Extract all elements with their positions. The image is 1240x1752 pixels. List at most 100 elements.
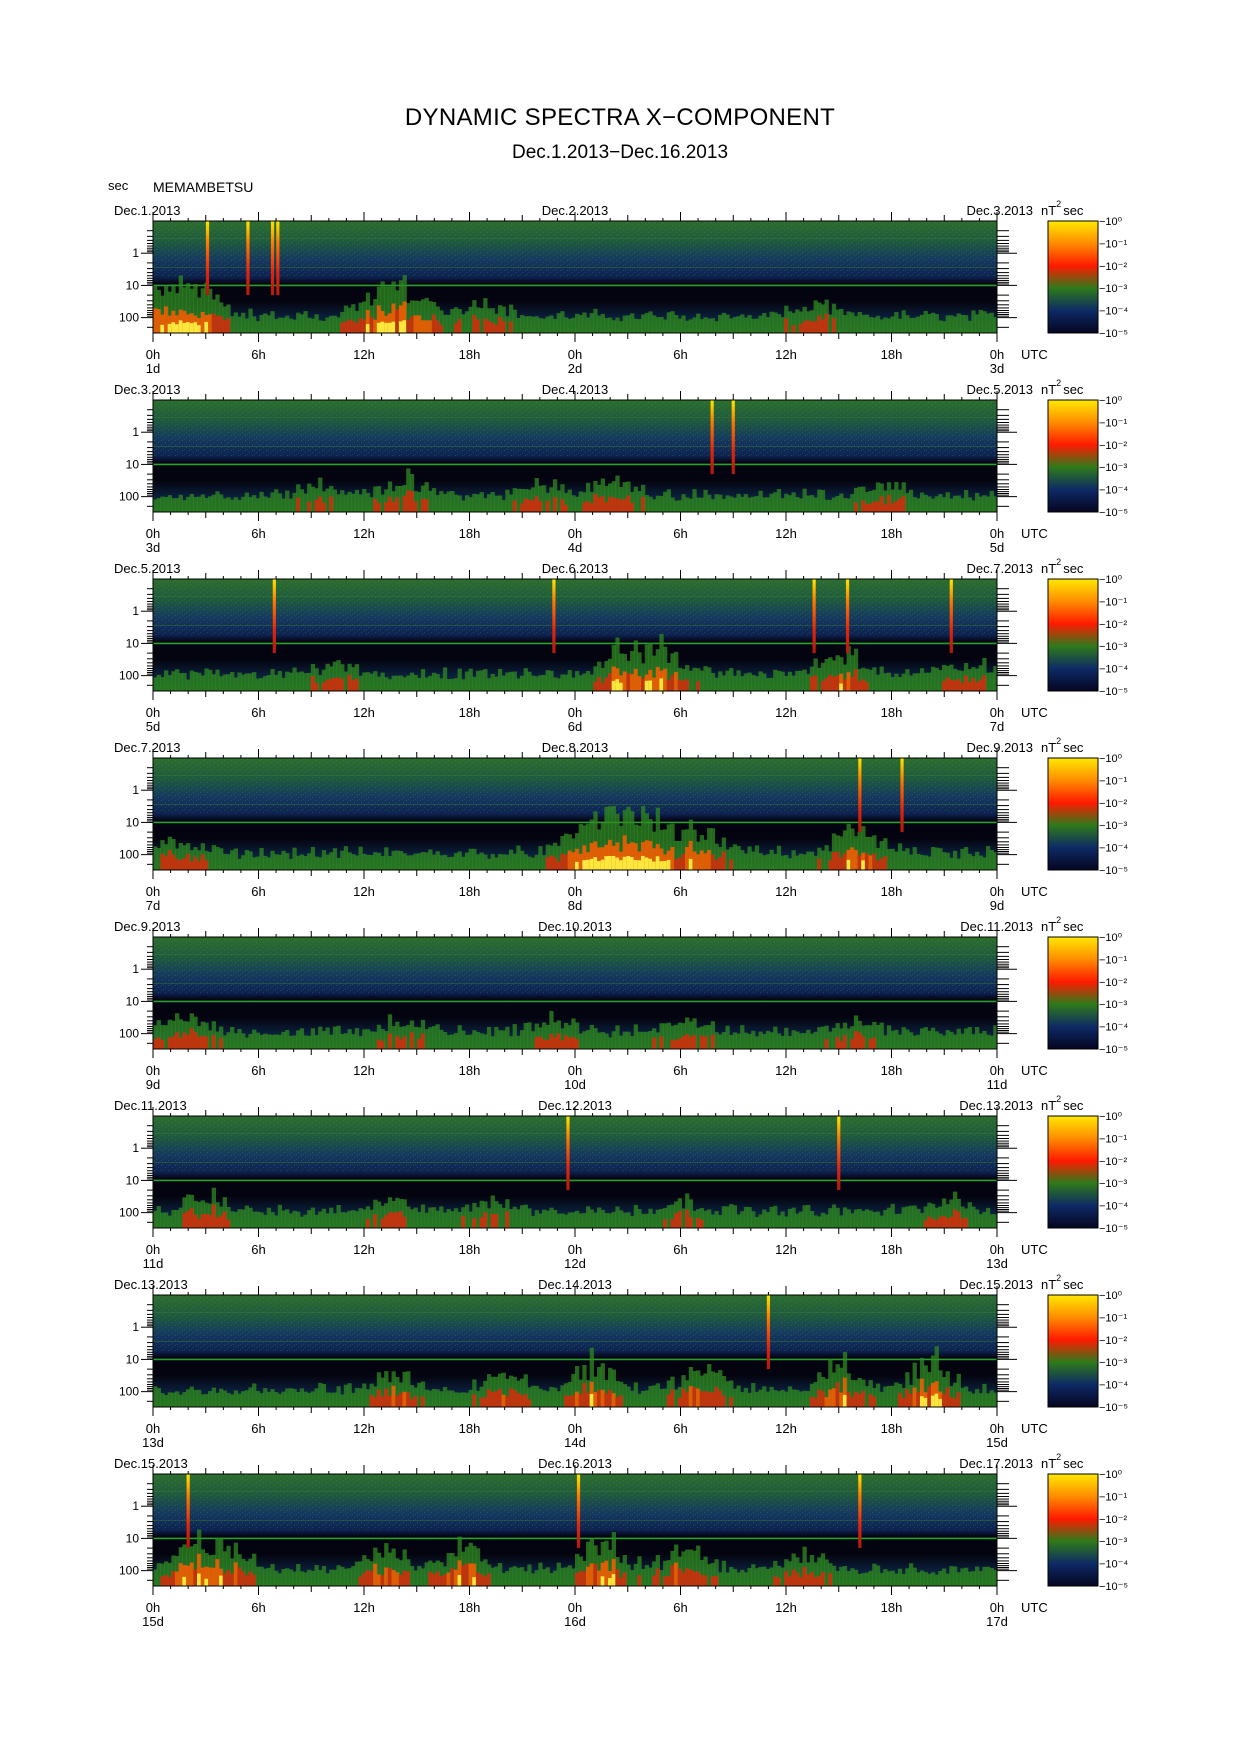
activity-column xyxy=(512,671,517,691)
activity-column xyxy=(409,1209,415,1228)
x-tick-label: 6h xyxy=(673,347,687,362)
x-tick-label: 18h xyxy=(459,526,481,541)
activity-column xyxy=(340,664,345,691)
activity-column xyxy=(274,318,279,333)
activity-column xyxy=(512,1206,517,1228)
activity-core xyxy=(809,1572,815,1586)
activity-core xyxy=(622,671,627,691)
activity-core xyxy=(171,854,176,870)
activity-column xyxy=(619,1381,624,1407)
activity-core xyxy=(380,1218,385,1228)
activity-core xyxy=(222,1573,227,1586)
x-tick-label: 0h xyxy=(146,884,160,899)
activity-column xyxy=(714,843,719,870)
activity-column xyxy=(751,851,756,870)
activity-column xyxy=(237,858,242,870)
activity-core xyxy=(586,501,591,512)
activity-column xyxy=(219,494,224,512)
colorbar-tick-label: −10⁻³ xyxy=(1099,1536,1127,1548)
activity-column xyxy=(578,1033,583,1049)
activity-column xyxy=(321,669,327,691)
activity-core xyxy=(857,1032,862,1049)
activity-column xyxy=(839,1566,844,1586)
activity-column xyxy=(153,1210,158,1228)
activity-column xyxy=(358,1388,363,1407)
activity-column xyxy=(754,676,760,691)
activity-column xyxy=(281,498,286,512)
colorbar-tick-label: −10⁻³ xyxy=(1099,999,1127,1011)
activity-column xyxy=(490,308,495,333)
activity-column xyxy=(329,1569,334,1586)
activity-core xyxy=(644,840,649,870)
activity-core xyxy=(527,499,532,512)
activity-column xyxy=(424,1212,429,1228)
activity-column xyxy=(244,1205,250,1228)
activity-column xyxy=(219,676,224,691)
activity-column xyxy=(376,1552,382,1586)
activity-core xyxy=(387,1212,393,1228)
activity-column xyxy=(292,492,297,512)
activity-peak xyxy=(586,859,591,870)
activity-column xyxy=(754,1391,760,1407)
activity-column xyxy=(729,1034,734,1049)
activity-column xyxy=(809,851,815,870)
colorbar-unit: nT2 sec xyxy=(1041,199,1084,218)
activity-column xyxy=(277,1573,283,1586)
activity-column xyxy=(472,1202,477,1228)
activity-column xyxy=(879,1215,884,1228)
activity-column xyxy=(725,849,730,870)
activity-column xyxy=(604,660,609,691)
activity-column xyxy=(387,679,393,691)
activity-column xyxy=(802,1032,807,1049)
activity-core xyxy=(875,501,881,512)
activity-column xyxy=(299,314,305,333)
activity-core xyxy=(222,319,227,333)
activity-column xyxy=(252,316,257,333)
activity-core xyxy=(501,321,506,333)
activity-core xyxy=(160,1040,165,1049)
activity-column xyxy=(343,305,349,333)
activity-column xyxy=(512,488,517,512)
activity-column xyxy=(501,1030,506,1049)
activity-column xyxy=(677,841,683,870)
activity-column xyxy=(593,666,598,691)
activity-column xyxy=(505,1571,510,1586)
activity-column xyxy=(641,806,646,870)
activity-column xyxy=(420,1204,426,1228)
activity-column xyxy=(732,1568,738,1586)
activity-column xyxy=(927,672,932,691)
activity-core xyxy=(685,1568,690,1586)
activity-core xyxy=(589,1563,594,1586)
activity-column xyxy=(659,496,664,512)
activity-column xyxy=(989,849,994,870)
activity-column xyxy=(666,489,672,512)
activity-column xyxy=(710,318,716,333)
activity-column xyxy=(508,494,514,512)
activity-column xyxy=(835,496,840,512)
activity-column xyxy=(600,668,605,691)
x-tick-label: 12h xyxy=(775,1421,797,1436)
activity-column xyxy=(597,1207,602,1228)
activity-column xyxy=(530,316,536,333)
activity-column xyxy=(208,288,213,333)
activity-column xyxy=(732,316,738,333)
activity-column xyxy=(417,1027,422,1049)
colorbar-tick-label: −10⁰ xyxy=(1099,574,1123,586)
activity-column xyxy=(912,1567,917,1586)
activity-column xyxy=(707,1209,712,1228)
activity-column xyxy=(824,845,829,870)
activity-column xyxy=(519,1378,525,1407)
activity-column xyxy=(956,313,961,333)
day-label: 12d xyxy=(564,1256,586,1271)
activity-column xyxy=(472,1030,477,1049)
activity-core xyxy=(857,855,862,870)
activity-column xyxy=(985,672,991,691)
activity-core xyxy=(795,1572,800,1586)
activity-column xyxy=(762,673,767,691)
activity-column xyxy=(611,1369,616,1407)
activity-column xyxy=(846,498,851,512)
activity-column xyxy=(949,1386,954,1407)
impulse-spike xyxy=(246,221,250,296)
activity-column xyxy=(563,674,569,691)
activity-column xyxy=(688,319,694,333)
